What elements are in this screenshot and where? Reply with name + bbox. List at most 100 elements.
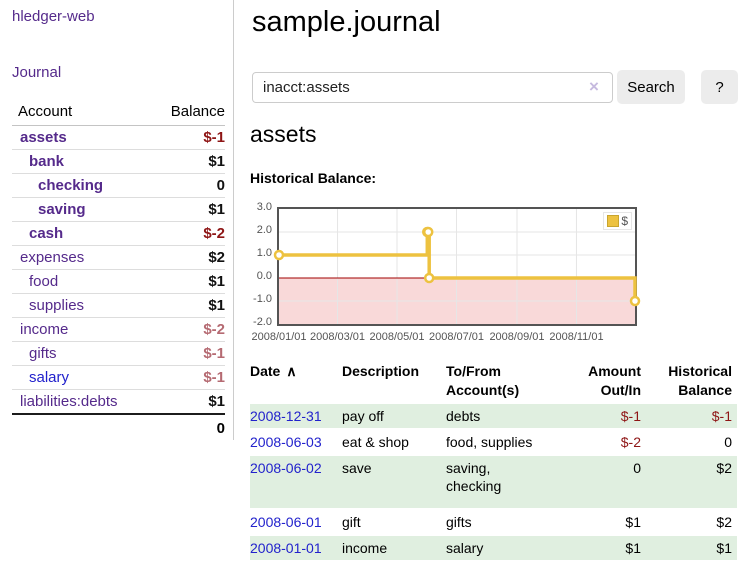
data-point-marker bbox=[629, 295, 641, 307]
account-balance: $1 bbox=[152, 389, 225, 414]
transaction-row: 2008-12-31 pay off debts $-1 $-1 bbox=[250, 404, 737, 428]
account-link-assets[interactable]: assets bbox=[20, 129, 67, 146]
transaction-date-link[interactable]: 2008-06-02 bbox=[250, 460, 322, 476]
x-axis-tick-label: 2008/05/01 bbox=[369, 331, 425, 343]
transaction-description: gift bbox=[342, 514, 361, 530]
sidebar: hledger-web Journal Account Balance asse… bbox=[0, 0, 234, 442]
account-row: checking 0 bbox=[12, 173, 225, 198]
account-row: gifts $-1 bbox=[12, 341, 225, 366]
page-title: sample.journal bbox=[252, 6, 441, 38]
transaction-amount: 0 bbox=[546, 456, 641, 508]
x-axis-tick-label: 2008/01/01 bbox=[251, 331, 307, 343]
balance-column-header: Historical Balance bbox=[668, 363, 732, 398]
search-button[interactable]: Search bbox=[617, 70, 685, 104]
accounts-total-row: 0 bbox=[12, 413, 225, 442]
account-balance: $-1 bbox=[152, 365, 225, 390]
description-column-header: Description bbox=[342, 363, 420, 379]
transaction-description: pay off bbox=[342, 404, 446, 428]
sort-ascending-icon: ∧ bbox=[286, 363, 297, 379]
transaction-row: 2008-01-01 income salary $1 $1 bbox=[250, 536, 737, 560]
account-row: cash $-2 bbox=[12, 221, 225, 246]
account-row: saving $1 bbox=[12, 197, 225, 222]
search-input[interactable] bbox=[252, 72, 613, 103]
transaction-amount: $1 bbox=[546, 536, 641, 560]
account-link-bank[interactable]: bank bbox=[29, 153, 65, 170]
account-link-expenses[interactable]: expenses bbox=[20, 249, 85, 266]
transaction-date-link[interactable]: 2008-06-03 bbox=[250, 434, 322, 450]
help-button[interactable]: ? bbox=[701, 70, 738, 104]
y-axis-tick-label: -1.0 bbox=[253, 293, 272, 305]
account-link-supplies[interactable]: supplies bbox=[29, 297, 85, 314]
account-link-salary[interactable]: salary bbox=[29, 369, 70, 386]
transaction-row: 2008-06-01 gift gifts $1 $2 bbox=[250, 510, 737, 534]
account-balance: $1 bbox=[152, 269, 225, 294]
date-header-label: Date bbox=[250, 363, 281, 379]
data-point-marker bbox=[422, 226, 434, 238]
account-balance: $-2 bbox=[152, 317, 225, 342]
transaction-description: income bbox=[342, 536, 446, 560]
clear-search-icon[interactable]: × bbox=[589, 77, 599, 96]
account-balance: $-1 bbox=[152, 125, 225, 150]
account-row: bank $1 bbox=[12, 149, 225, 174]
y-axis-tick-label: -2.0 bbox=[253, 316, 272, 328]
transaction-balance: $2 bbox=[716, 514, 732, 530]
transaction-balance: $-1 bbox=[641, 404, 737, 428]
account-row: liabilities:debts $1 bbox=[12, 389, 225, 414]
transaction-amount: $-1 bbox=[546, 404, 641, 428]
transaction-amount: $-2 bbox=[620, 434, 641, 450]
account-link-liabilities-debts[interactable]: liabilities:debts bbox=[20, 393, 118, 410]
account-link-cash[interactable]: cash bbox=[29, 225, 64, 242]
register-header-row: Date ∧ Description To/From Account(s) Amo… bbox=[250, 360, 737, 402]
account-balance: $1 bbox=[152, 149, 225, 174]
data-point-marker bbox=[423, 272, 435, 284]
account-balance: $1 bbox=[152, 197, 225, 222]
legend-label: $ bbox=[621, 214, 628, 228]
amount-column-header: Amount Out/In bbox=[588, 363, 641, 398]
register-table: Date ∧ Description To/From Account(s) Amo… bbox=[250, 358, 737, 562]
chart-plot-area: $ bbox=[273, 207, 641, 326]
y-axis-tick-label: 3.0 bbox=[256, 201, 272, 213]
account-balance: $1 bbox=[152, 293, 225, 318]
accounts-col-header: Account bbox=[12, 98, 153, 126]
account-link-saving[interactable]: saving bbox=[38, 201, 86, 218]
transaction-accounts: food, supplies bbox=[446, 434, 533, 450]
app-title-link[interactable]: hledger-web bbox=[12, 8, 95, 25]
transaction-balance: 0 bbox=[724, 434, 732, 450]
series-color-swatch bbox=[607, 215, 620, 227]
y-axis-tick-label: 2.0 bbox=[256, 224, 272, 236]
transaction-balance: $1 bbox=[641, 536, 737, 560]
transaction-accounts: gifts bbox=[446, 514, 472, 530]
x-axis-tick-label: 2008/03/01 bbox=[309, 331, 366, 343]
sidebar-item-journal[interactable]: Journal bbox=[12, 64, 62, 81]
transaction-row: 2008-06-02 save saving, checking 0 $2 bbox=[250, 456, 737, 508]
account-balance: 0 bbox=[152, 173, 225, 198]
transaction-date-link[interactable]: 2008-01-01 bbox=[250, 540, 322, 556]
account-row: salary $-1 bbox=[12, 365, 225, 390]
chart-title: Historical Balance: bbox=[250, 170, 377, 186]
account-link-food[interactable]: food bbox=[29, 273, 59, 290]
y-axis-tick-label: 0.0 bbox=[256, 270, 272, 282]
x-axis-tick-label: 2008/09/01 bbox=[489, 331, 545, 343]
balance-line-chart bbox=[273, 209, 641, 324]
date-column-header[interactable]: Date ∧ bbox=[250, 360, 342, 402]
transaction-date-link[interactable]: 2008-06-01 bbox=[250, 514, 322, 530]
account-row: assets $-1 bbox=[12, 125, 225, 150]
x-axis-tick-label: 2008/07/01 bbox=[428, 331, 485, 343]
account-row: supplies $1 bbox=[12, 293, 225, 318]
transaction-description: save bbox=[342, 456, 446, 508]
accounts-column-header: To/From Account(s) bbox=[446, 363, 520, 398]
data-point-marker bbox=[273, 249, 285, 261]
transaction-date-link[interactable]: 2008-12-31 bbox=[250, 408, 322, 424]
account-link-income[interactable]: income bbox=[20, 321, 69, 338]
account-balance: $-2 bbox=[152, 221, 225, 246]
transaction-row: 2008-06-03 eat & shop food, supplies $-2… bbox=[250, 430, 737, 454]
x-axis-tick-label: 2008/11/01 bbox=[549, 331, 604, 343]
account-link-gifts[interactable]: gifts bbox=[29, 345, 57, 362]
transaction-amount: $1 bbox=[625, 514, 641, 530]
accounts-total: 0 bbox=[12, 413, 225, 442]
account-link-checking[interactable]: checking bbox=[38, 177, 104, 194]
balance-col-header: Balance bbox=[152, 98, 225, 126]
transaction-balance: $2 bbox=[641, 456, 737, 508]
historical-balance-chart: $ 3.0 2.0 1.0 0.0 -1.0 -2.0 2008/01/01 2008/03/… bbox=[245, 200, 715, 350]
